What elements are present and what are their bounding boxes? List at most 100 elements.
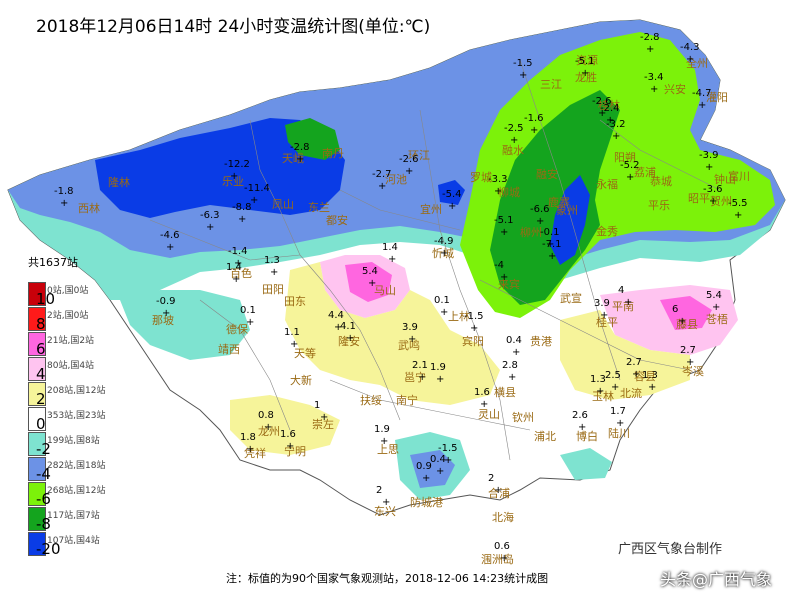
legend-count: 208站,国12站 <box>47 386 106 396</box>
legend-edge-label: 0 <box>36 415 46 433</box>
legend-edge-label: 4 <box>36 365 46 383</box>
legend-edge-label: 6 <box>36 340 46 358</box>
place-label: 乐业 <box>222 175 244 188</box>
place-label: 金秀 <box>596 224 618 238</box>
station-value: 2.5 <box>605 370 621 381</box>
station-marker: + <box>232 274 240 285</box>
station-value: 4.4 <box>328 310 344 321</box>
station-marker: + <box>290 339 298 350</box>
station-marker: + <box>648 382 656 393</box>
place-label: 北海 <box>492 510 514 524</box>
station-marker: + <box>440 248 448 259</box>
legend-swatch <box>28 282 46 306</box>
station-marker: + <box>418 372 426 383</box>
zone-yellow-south <box>230 395 340 455</box>
station-value: 2.8 <box>502 360 518 371</box>
station-value: -2.4 <box>600 103 620 114</box>
station-value: -5.4 <box>442 189 462 200</box>
zone-magenta-east <box>660 296 712 330</box>
place-label: 灵山 <box>478 408 500 421</box>
legend-swatch <box>28 332 46 356</box>
station-marker: + <box>408 334 416 345</box>
legend-count: 353站,国23站 <box>47 411 106 421</box>
station-marker: + <box>632 369 640 380</box>
zone-cyan-west <box>120 290 250 360</box>
place-label: 容县 <box>634 369 656 383</box>
station-values: +-2.8+-4.3+-1.5+-5.1+-3.4+-4.7+-2.6+-2.4… <box>54 32 748 564</box>
place-label: 崇左 <box>312 418 334 431</box>
station-marker: + <box>60 198 68 209</box>
station-value: 0.9 <box>416 461 432 472</box>
place-label: 贺州 <box>710 195 732 208</box>
station-value: 0.1 <box>240 305 256 316</box>
place-label: 天峨 <box>282 152 304 165</box>
place-label: 恭城 <box>650 175 672 188</box>
place-label: 天等 <box>294 346 316 360</box>
legend-swatch <box>28 307 46 331</box>
station-value: -3.2 <box>606 119 626 130</box>
station-marker: + <box>734 210 742 221</box>
station-marker: + <box>712 302 720 313</box>
station-marker: + <box>548 251 556 262</box>
station-marker: + <box>686 357 694 368</box>
place-label: 三江 <box>540 78 562 91</box>
station-marker: + <box>626 172 634 183</box>
legend-edge-label: -6 <box>36 490 51 508</box>
zone-deep-blue-west <box>95 118 345 218</box>
station-marker: + <box>698 100 706 111</box>
station-marker: + <box>444 455 452 466</box>
station-marker: + <box>611 382 619 393</box>
station-value: 1.7 <box>610 406 626 417</box>
station-value: -0.9 <box>156 296 176 307</box>
place-label: 富川 <box>728 169 750 183</box>
station-marker: + <box>500 272 508 283</box>
station-marker: + <box>230 171 238 182</box>
zone-green-patch-north <box>285 118 340 160</box>
place-label: 那坡 <box>152 314 174 327</box>
legend-swatch <box>28 457 46 481</box>
station-marker: + <box>686 54 694 65</box>
legend-count: 0站,国0站 <box>47 286 89 296</box>
station-marker: + <box>650 84 658 95</box>
station-value: -11.4 <box>244 183 270 194</box>
station-marker: + <box>382 497 390 508</box>
station-marker: + <box>470 323 478 334</box>
station-marker: + <box>646 44 654 55</box>
station-value: 1 <box>314 400 320 411</box>
place-label: 平乐 <box>648 199 670 212</box>
station-value: 0.8 <box>258 410 274 421</box>
zone-deep-blue-patch <box>438 180 465 205</box>
station-value: -2.7 <box>372 169 392 180</box>
zone-deep-blue <box>550 175 590 265</box>
station-value: -2.6 <box>399 154 419 165</box>
station-marker: + <box>616 418 624 429</box>
station-marker: + <box>624 297 632 308</box>
place-label: 东兴 <box>374 505 396 518</box>
station-marker: + <box>494 186 502 197</box>
station-marker: + <box>581 68 589 79</box>
station-marker: + <box>530 125 538 136</box>
station-marker: + <box>380 436 388 447</box>
station-value: -1.5 <box>513 58 533 69</box>
footnote: 注：标值的为90个国家气象观测站，2018-12-06 14:23统计成图 <box>226 572 549 585</box>
place-label: 柳城 <box>498 185 520 199</box>
place-label: 博白 <box>576 429 598 443</box>
place-label: 象州 <box>556 204 578 217</box>
legend-swatch <box>28 357 46 381</box>
place-label: 全州 <box>686 56 708 70</box>
place-label: 荔浦 <box>634 166 656 179</box>
station-value: 1.8 <box>240 432 256 443</box>
station-marker: + <box>234 258 242 269</box>
station-value: 2 <box>488 473 494 484</box>
legend-swatch <box>28 407 46 431</box>
station-value: -1.5 <box>464 311 484 322</box>
zone-cyan-se <box>560 448 612 480</box>
station-marker: + <box>206 222 214 233</box>
place-label: 融安 <box>536 167 558 181</box>
place-label: 桂平 <box>596 315 618 329</box>
zone-yellow-center <box>285 262 500 405</box>
station-marker: + <box>546 239 554 250</box>
place-label: 藤县 <box>676 318 698 331</box>
station-value: 1.6 <box>280 429 296 440</box>
legend-swatch <box>28 382 46 406</box>
